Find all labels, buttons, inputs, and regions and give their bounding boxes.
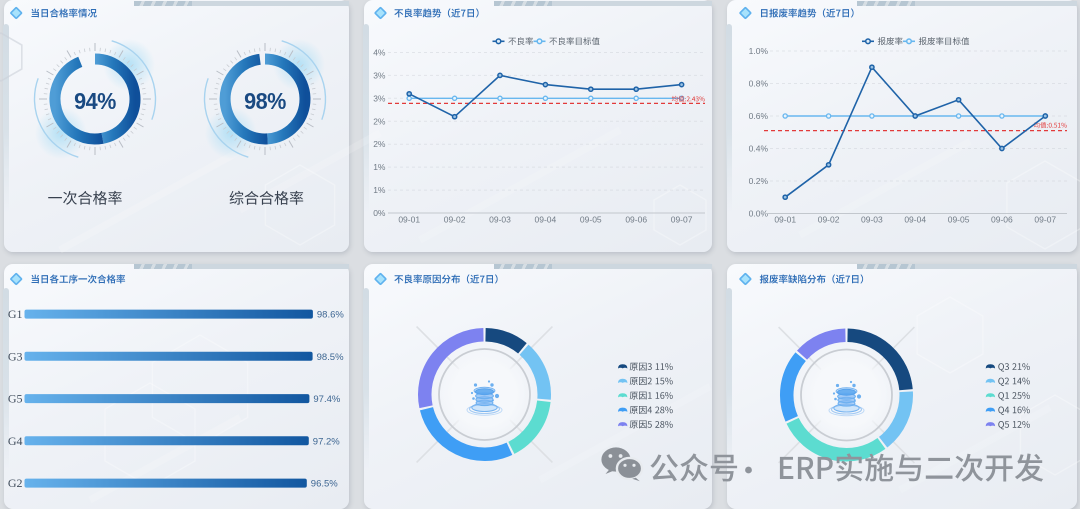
svg-text:G3: G3 xyxy=(8,349,23,363)
svg-text:09-03: 09-03 xyxy=(861,215,883,225)
svg-text:0.0%: 0.0% xyxy=(749,209,769,219)
svg-text:09-06: 09-06 xyxy=(625,215,647,225)
svg-text:09-05: 09-05 xyxy=(580,215,602,225)
svg-text:09-01: 09-01 xyxy=(774,215,796,225)
svg-text:3%: 3% xyxy=(373,70,386,80)
svg-text:98.6%: 98.6% xyxy=(317,310,344,321)
svg-text:09-02: 09-02 xyxy=(444,215,466,225)
svg-text:09-05: 09-05 xyxy=(948,215,970,225)
svg-text:3%: 3% xyxy=(373,93,386,103)
svg-text:4%: 4% xyxy=(373,48,386,58)
svg-text:09-04: 09-04 xyxy=(535,215,557,225)
svg-text:09-07: 09-07 xyxy=(671,215,693,225)
svg-text:1%: 1% xyxy=(373,185,386,195)
svg-text:98%: 98% xyxy=(244,88,286,114)
svg-text:1%: 1% xyxy=(373,162,386,172)
svg-text:0.2%: 0.2% xyxy=(749,176,769,186)
svg-text:0.6%: 0.6% xyxy=(749,111,769,121)
svg-text:09-02: 09-02 xyxy=(818,215,840,225)
svg-text:96.5%: 96.5% xyxy=(311,479,338,490)
svg-text:09-01: 09-01 xyxy=(398,215,420,225)
svg-text:97.2%: 97.2% xyxy=(313,436,340,447)
svg-text:G4: G4 xyxy=(8,434,23,448)
svg-text:09-06: 09-06 xyxy=(991,215,1013,225)
svg-text:0.4%: 0.4% xyxy=(749,144,769,154)
svg-text:1.0%: 1.0% xyxy=(749,46,769,56)
svg-text:0.8%: 0.8% xyxy=(749,79,769,89)
svg-text:G5: G5 xyxy=(8,392,23,406)
svg-text:97.4%: 97.4% xyxy=(313,394,340,405)
svg-text:G1: G1 xyxy=(8,307,23,321)
svg-text:98.5%: 98.5% xyxy=(317,352,344,363)
svg-text:09-04: 09-04 xyxy=(904,215,926,225)
svg-text:0%: 0% xyxy=(373,208,386,218)
svg-text:09-03: 09-03 xyxy=(489,215,511,225)
svg-text:94%: 94% xyxy=(74,88,116,114)
svg-text:2%: 2% xyxy=(373,116,386,126)
svg-text:09-07: 09-07 xyxy=(1034,215,1056,225)
svg-text:2%: 2% xyxy=(373,139,386,149)
svg-text:G2: G2 xyxy=(8,476,23,490)
